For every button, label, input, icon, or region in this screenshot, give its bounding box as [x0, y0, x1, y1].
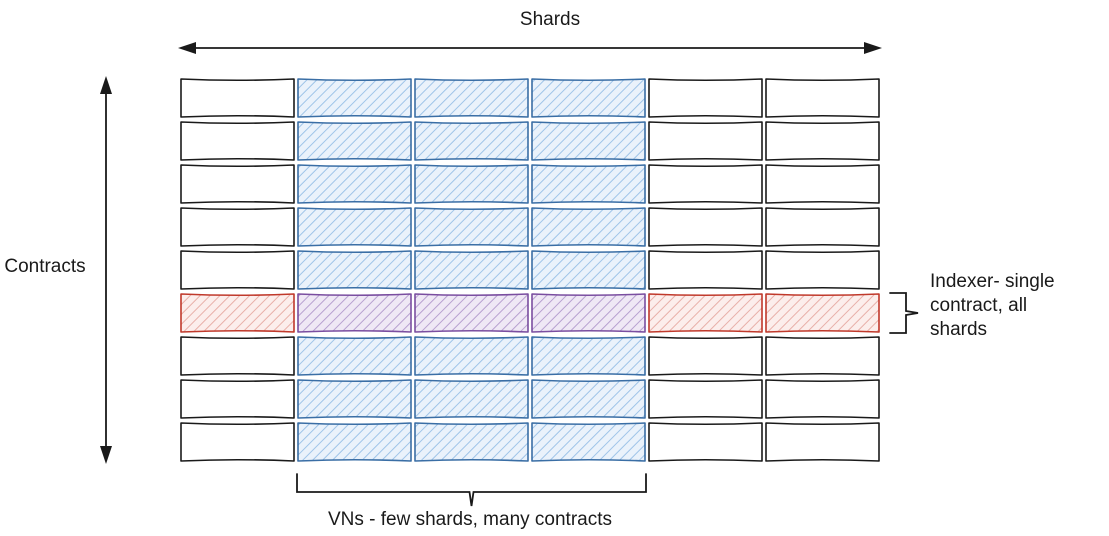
grid-cell — [766, 122, 879, 160]
grid-cell — [298, 423, 411, 461]
grid-cell — [649, 294, 762, 332]
grid-cell — [181, 251, 294, 289]
shards-axis-label: Shards — [440, 8, 660, 32]
grid-cell — [181, 294, 294, 332]
grid-cell — [649, 122, 762, 160]
grid-cell — [766, 79, 879, 117]
grid-cell — [415, 79, 528, 117]
grid-cell — [298, 337, 411, 375]
grid-cell — [181, 337, 294, 375]
grid-cell — [649, 423, 762, 461]
grid-cell — [649, 208, 762, 246]
grid-cell — [181, 208, 294, 246]
grid-cell — [181, 122, 294, 160]
grid-cell — [181, 423, 294, 461]
grid-cell — [415, 122, 528, 160]
grid-cell — [532, 380, 645, 418]
grid-cell — [415, 423, 528, 461]
cell-grid — [181, 79, 879, 461]
grid-cell — [766, 208, 879, 246]
grid-cell — [298, 294, 411, 332]
grid-cell — [766, 294, 879, 332]
grid-cell — [649, 79, 762, 117]
diagram-svg — [0, 0, 1109, 536]
vn-indexer-diagram — [0, 0, 1109, 536]
grid-cell — [298, 79, 411, 117]
grid-cell — [766, 165, 879, 203]
grid-cell — [532, 79, 645, 117]
grid-cell — [649, 165, 762, 203]
grid-cell — [298, 122, 411, 160]
grid-cell — [532, 294, 645, 332]
grid-cell — [532, 165, 645, 203]
grid-cell — [415, 380, 528, 418]
grid-cell — [649, 380, 762, 418]
grid-cell — [532, 208, 645, 246]
grid-cell — [532, 251, 645, 289]
vn-caption: VNs - few shards, many contracts — [260, 508, 680, 532]
indexer-caption: Indexer- single contract, all shards — [930, 270, 1100, 341]
grid-cell — [532, 122, 645, 160]
grid-cell — [415, 208, 528, 246]
grid-cell — [766, 380, 879, 418]
grid-cell — [415, 294, 528, 332]
grid-cell — [415, 251, 528, 289]
grid-cell — [181, 165, 294, 203]
grid-cell — [766, 337, 879, 375]
grid-cell — [649, 337, 762, 375]
grid-cell — [532, 423, 645, 461]
grid-cell — [298, 165, 411, 203]
grid-cell — [766, 251, 879, 289]
grid-cell — [181, 380, 294, 418]
grid-cell — [298, 380, 411, 418]
grid-cell — [415, 165, 528, 203]
grid-cell — [532, 337, 645, 375]
grid-cell — [766, 423, 879, 461]
grid-cell — [298, 251, 411, 289]
grid-cell — [415, 337, 528, 375]
grid-cell — [298, 208, 411, 246]
grid-cell — [181, 79, 294, 117]
grid-cell — [649, 251, 762, 289]
contracts-axis-label: Contracts — [0, 255, 90, 279]
